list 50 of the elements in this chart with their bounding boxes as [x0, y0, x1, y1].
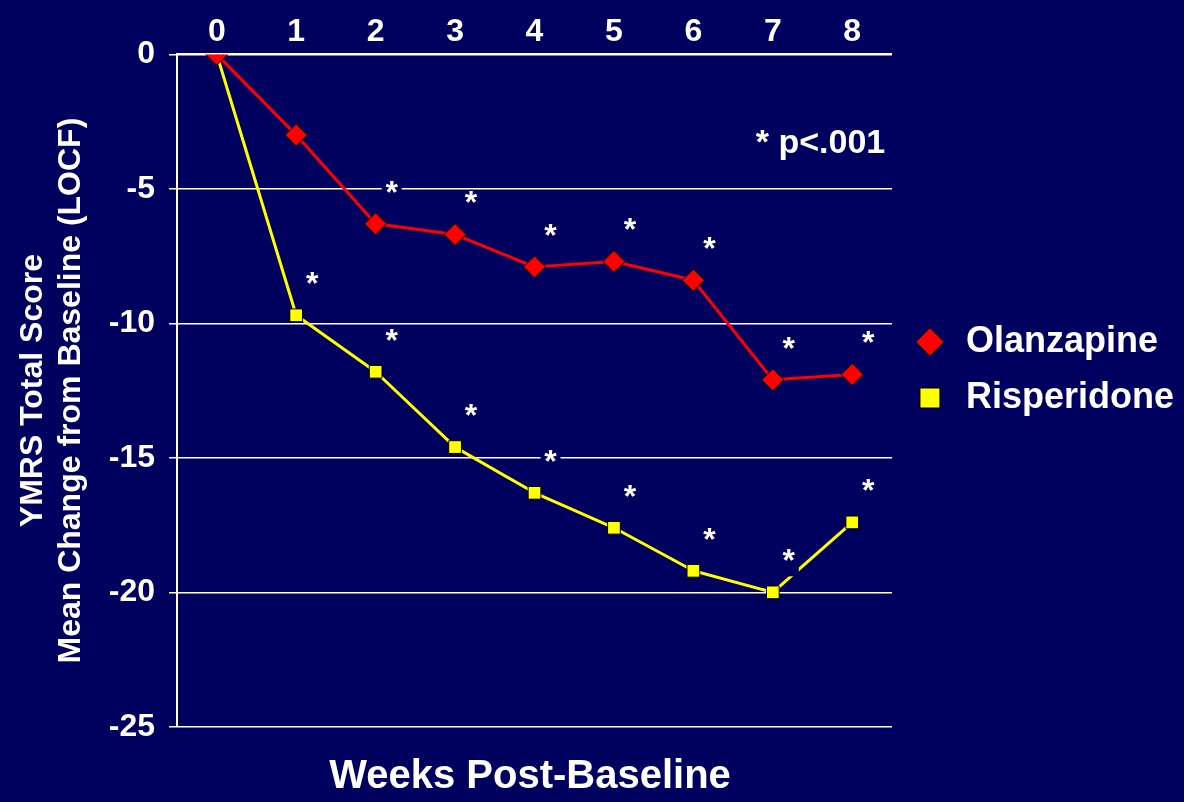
x-tick-label: 2 — [366, 12, 385, 49]
annotation: * — [782, 542, 796, 579]
x-tick-label: 7 — [763, 12, 782, 49]
point — [284, 123, 308, 147]
x-tick-label: 5 — [605, 12, 623, 49]
y-tick-label: -5 — [126, 168, 156, 205]
point — [602, 250, 626, 273]
x-axis-title: Weeks Post-Baseline — [328, 752, 732, 797]
legend-label: Olanzapine — [965, 318, 1159, 360]
point — [448, 440, 462, 454]
annotation: * — [623, 477, 637, 514]
y-tick-label: -10 — [108, 303, 156, 340]
annotation: * — [305, 265, 319, 302]
y-axis-title: YMRS Total Score Mean Change from Baseline (LOCF) — [13, 117, 88, 664]
annotation: * — [623, 211, 637, 248]
point — [523, 255, 547, 279]
x-tick-label: 3 — [446, 12, 464, 49]
point — [681, 268, 705, 292]
annotation: * — [703, 230, 717, 267]
annotation: * — [782, 329, 796, 366]
annotation: * — [464, 184, 478, 221]
legend-label: Risperidone — [965, 374, 1175, 416]
annotation: * — [544, 442, 558, 479]
point — [840, 362, 864, 386]
point — [845, 515, 860, 530]
annotation: * — [464, 396, 478, 433]
point — [368, 364, 383, 379]
point — [443, 223, 467, 247]
y-tick-label: -25 — [108, 706, 156, 743]
x-tick-label: 6 — [684, 12, 703, 49]
annotation: * — [385, 321, 399, 358]
point — [761, 368, 785, 392]
x-tick-label: 0 — [207, 12, 226, 49]
point — [686, 563, 701, 578]
point — [289, 308, 304, 323]
point — [364, 212, 388, 236]
point — [607, 520, 621, 535]
x-tick-label: 4 — [525, 12, 544, 49]
point — [765, 585, 780, 600]
point — [527, 485, 542, 500]
y-tick-label: -20 — [108, 572, 156, 609]
x-tick-label: 1 — [287, 12, 306, 49]
annotation: * — [385, 173, 399, 210]
annotation: * — [862, 472, 876, 509]
annotation: * — [544, 216, 558, 253]
y-tick-label: -15 — [108, 437, 156, 474]
annotation: * — [703, 520, 717, 557]
annotation: * p<.001 — [755, 121, 886, 160]
x-tick-label: 8 — [843, 12, 862, 49]
annotation: * — [862, 324, 876, 361]
